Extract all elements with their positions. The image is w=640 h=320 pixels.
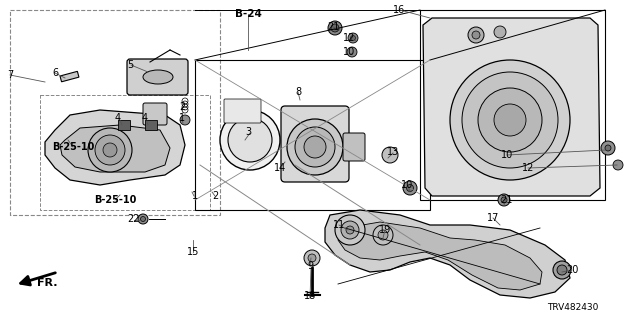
Text: 19: 19 [379,225,391,235]
Bar [10,10,220,215]
Text: TRV482430: TRV482430 [547,303,598,313]
Circle shape [613,160,623,170]
Text: B-25-10: B-25-10 [94,195,136,205]
Text: 1: 1 [192,191,198,201]
Text: 1: 1 [179,113,185,123]
Text: 11: 11 [333,220,345,230]
FancyBboxPatch shape [281,106,349,182]
Text: 9: 9 [307,261,313,271]
Circle shape [103,143,117,157]
Circle shape [341,221,359,239]
Text: 14: 14 [274,163,286,173]
Circle shape [347,47,357,57]
Ellipse shape [143,70,173,84]
Circle shape [348,33,358,43]
Polygon shape [45,110,185,185]
Text: 4: 4 [142,113,148,123]
Circle shape [95,135,125,165]
Circle shape [346,226,354,234]
Circle shape [462,72,558,168]
Text: 22: 22 [128,214,140,224]
Text: 2: 2 [179,102,185,112]
Polygon shape [423,18,600,196]
Circle shape [494,26,506,38]
Circle shape [287,119,343,175]
Bar [195,60,430,210]
Bar [40,95,210,210]
Circle shape [180,115,190,125]
Circle shape [373,225,393,245]
Text: 8: 8 [295,87,301,97]
Text: 16: 16 [393,5,405,15]
Text: 7: 7 [7,70,13,80]
Circle shape [498,194,510,206]
Circle shape [308,254,316,262]
Text: 3: 3 [245,127,251,137]
Text: B-24: B-24 [235,9,261,19]
Circle shape [468,27,484,43]
Text: 13: 13 [387,147,399,157]
Circle shape [378,230,388,240]
Polygon shape [60,125,170,172]
Circle shape [228,118,272,162]
Circle shape [138,214,148,224]
Circle shape [295,127,335,167]
Text: FR.: FR. [36,278,57,288]
Circle shape [220,110,280,170]
Circle shape [450,60,570,180]
Bar [60,71,79,82]
Polygon shape [338,222,542,290]
Text: 15: 15 [187,247,199,257]
FancyBboxPatch shape [343,133,365,161]
Text: 12: 12 [522,163,534,173]
Circle shape [501,197,507,203]
FancyBboxPatch shape [224,99,261,123]
Circle shape [601,141,615,155]
Circle shape [406,185,413,191]
Circle shape [382,147,398,163]
Text: 6: 6 [52,68,58,78]
Text: 5: 5 [127,60,133,70]
Text: 10: 10 [401,180,413,190]
Text: 17: 17 [487,213,499,223]
Circle shape [335,215,365,245]
Circle shape [351,36,355,41]
FancyBboxPatch shape [143,103,167,125]
Text: 12: 12 [343,33,355,43]
Text: B-25-10: B-25-10 [52,142,94,152]
Circle shape [141,217,145,221]
Text: 10: 10 [501,150,513,160]
Text: 2: 2 [212,191,218,201]
Circle shape [478,88,542,152]
Circle shape [304,250,320,266]
FancyBboxPatch shape [127,59,188,95]
Circle shape [331,24,339,32]
Text: 18: 18 [304,291,316,301]
Circle shape [494,104,526,136]
Circle shape [605,145,611,151]
Circle shape [472,31,480,39]
Text: 21: 21 [327,22,339,32]
Circle shape [557,265,567,275]
Circle shape [328,21,342,35]
Circle shape [88,128,132,172]
Text: 21: 21 [500,195,512,205]
Text: 4: 4 [115,113,121,123]
Bar [420,10,605,200]
Circle shape [304,136,326,158]
Circle shape [403,181,417,195]
Bar [145,120,157,130]
Polygon shape [325,210,570,298]
Text: 20: 20 [566,265,578,275]
Bar [118,120,130,130]
Text: 10: 10 [343,47,355,57]
Circle shape [553,261,571,279]
